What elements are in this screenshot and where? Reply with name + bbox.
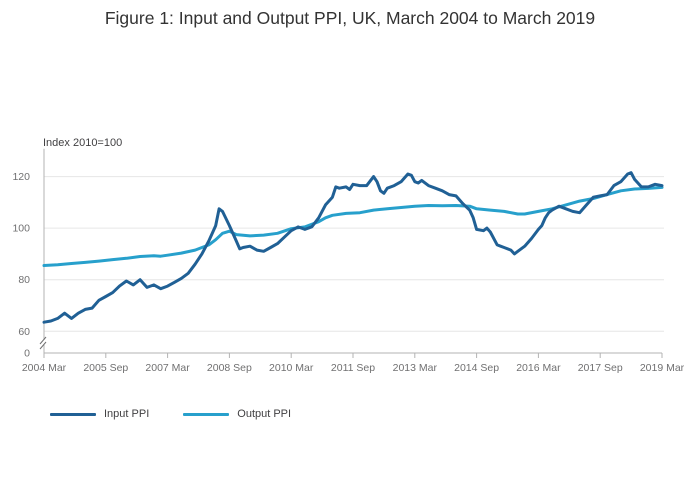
axis-break-mark-1 (39, 336, 47, 345)
x-tick-label-8: 2016 Mar (516, 362, 561, 374)
legend-swatch-input (50, 412, 96, 416)
gridlines (44, 176, 664, 332)
legend-item-input[interactable]: Input PPI (50, 408, 149, 420)
y-tick-label-60: 60 (18, 326, 30, 338)
x-tick-label-5: 2011 Sep (331, 362, 375, 374)
x-tick-label-10: 2019 Mar (640, 362, 685, 374)
legend-item-output[interactable]: Output PPI (183, 408, 291, 420)
x-tick-label-7: 2014 Sep (454, 362, 499, 374)
x-tick-label-0: 2004 Mar (22, 362, 67, 374)
y-axis-unit-label: Index 2010=100 (43, 137, 122, 149)
y-tick-label-120: 120 (12, 171, 30, 183)
axes: 0 60 80 100 120 2004 Mar 2005 Sep 2007 Mar 2008 … (12, 148, 685, 374)
y-tick-label-80: 80 (18, 274, 30, 286)
series (42, 171, 664, 324)
y-tick-label-0: 0 (24, 348, 30, 360)
y-tick-label-100: 100 (12, 223, 30, 235)
legend-swatch-output (183, 412, 230, 416)
x-tick-label-1: 2005 Sep (83, 362, 128, 374)
x-tick-label-3: 2008 Sep (207, 362, 252, 374)
output-ppi-line[interactable] (42, 185, 664, 267)
axis-break-mark-2 (39, 341, 47, 350)
input-ppi-line[interactable] (42, 171, 664, 324)
x-tick-label-9: 2017 Sep (578, 362, 623, 374)
x-tick-label-2: 2007 Mar (145, 362, 190, 374)
legend: Input PPI Output PPI (50, 408, 291, 420)
chart-title: Figure 1: Input and Output PPI, UK, Marc… (104, 8, 596, 28)
x-tick-label-6: 2013 Mar (393, 362, 438, 374)
legend-label-input: Input PPI (104, 408, 150, 420)
x-tick-label-4: 2010 Mar (269, 362, 314, 374)
legend-label-output: Output PPI (237, 408, 292, 420)
